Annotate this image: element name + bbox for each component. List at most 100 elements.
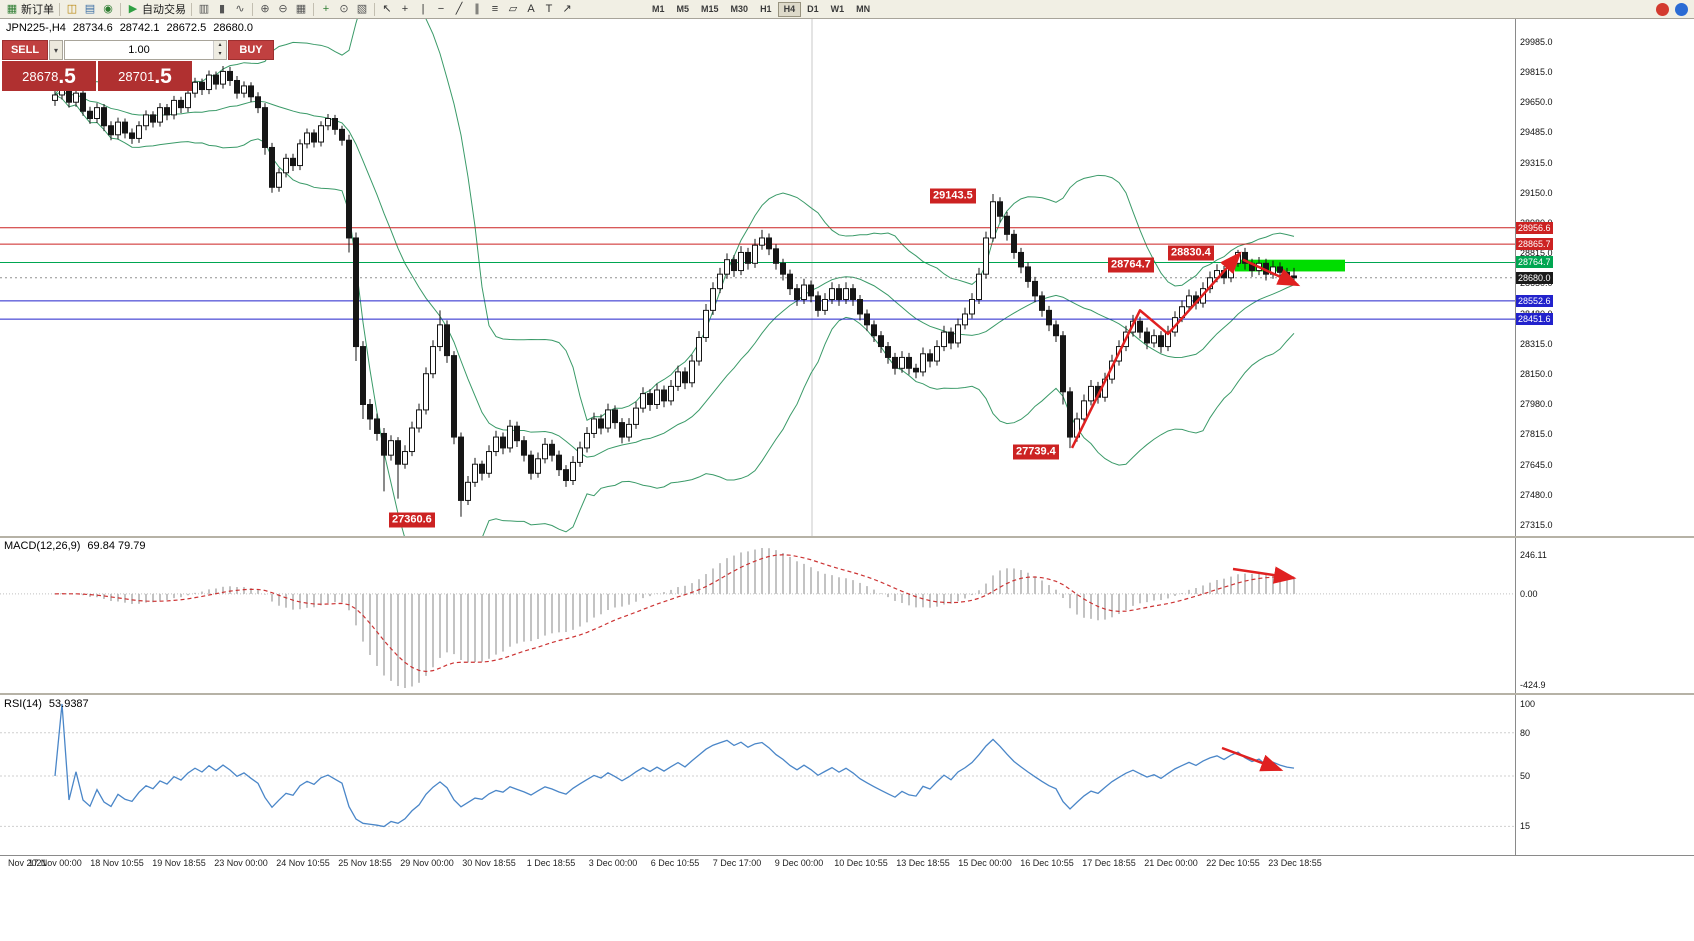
zoom-out-icon[interactable]: ⊖	[274, 1, 292, 18]
line-chart-icon: ∿	[235, 2, 245, 15]
panel-splitter[interactable]	[0, 855, 1694, 856]
volume-down-button[interactable]: ▾	[214, 50, 226, 59]
symbol-title: JPN225-,H4	[6, 22, 66, 34]
sell-button[interactable]: SELL	[2, 40, 48, 60]
navigator-icon: ◉	[103, 2, 113, 15]
macd-axis-zero: 0.00	[1520, 588, 1538, 599]
price-axis-label: 27815.0	[1520, 429, 1553, 440]
toolbar-separator	[59, 2, 60, 16]
buy-price-frac: .5	[154, 64, 172, 88]
price-axis-label: 28150.0	[1520, 368, 1553, 379]
timeframe-button-d1[interactable]: D1	[807, 3, 819, 14]
timeframe-button-mn[interactable]: MN	[856, 3, 871, 14]
sell-price-main: 28678	[22, 68, 59, 84]
trendline-icon: ╱	[455, 2, 463, 15]
time-axis-label: 15 Dec 00:00	[958, 858, 1012, 868]
price-axis-label: 27645.0	[1520, 460, 1553, 471]
bar-chart-icon: ▥	[198, 2, 210, 15]
channel-icon: ∥	[474, 2, 480, 15]
zoom-in-icon: ⊕	[260, 2, 270, 15]
price-annotation-label[interactable]: 27739.4	[1013, 444, 1059, 460]
arrow-tools-icon[interactable]: ↗	[558, 1, 576, 18]
label-icon[interactable]: T	[540, 1, 558, 18]
time-axis-label: 9 Dec 00:00	[774, 858, 824, 868]
trendline-icon[interactable]: ╱	[450, 1, 468, 18]
tile-windows-icon[interactable]: ▦	[292, 1, 310, 18]
rsi-name: RSI(14)	[4, 698, 42, 710]
news-badge-icon[interactable]	[1656, 2, 1669, 16]
order-type-dropdown[interactable]: ▾	[49, 40, 63, 60]
time-axis-label: 1 Dec 18:55	[526, 858, 576, 868]
macd-axis-max: 246.11	[1520, 550, 1547, 560]
sell-price[interactable]: 28678 .5	[2, 61, 96, 91]
auto-trading-button[interactable]: ▶ 自动交易	[124, 1, 188, 18]
price-annotation-label[interactable]: 28764.7	[1108, 257, 1154, 273]
navigator-icon[interactable]: ◉	[99, 1, 117, 18]
price-axis-label: 29815.0	[1520, 67, 1553, 78]
macd-axis-min: -424.9	[1520, 680, 1546, 690]
templates-icon[interactable]: ▧	[353, 1, 371, 18]
timeframe-button-h4[interactable]: H4	[777, 1, 802, 17]
toolbar-separator	[374, 2, 375, 16]
panel-splitter[interactable]	[0, 536, 1694, 538]
charts-icon[interactable]: ◫	[63, 1, 81, 18]
volume-input[interactable]	[65, 41, 213, 59]
fibonacci-icon: ≡	[491, 2, 499, 15]
rsi-axis-label: 100	[1520, 699, 1536, 709]
toolbar: ▦ 新订单 ◫ ▤ ◉ ▶ 自动交易 ▥ ▮ ∿ ⊕ ⊖ ▦ + ⊙ ▧ ↖ + | − ╱ ∥ ≡ ▱ A T ↗ M1 M5 M15 M…	[0, 0, 1694, 19]
timeframe-button-w1[interactable]: W1	[830, 3, 845, 14]
price-axis-label: 29485.0	[1520, 127, 1553, 138]
time-axis-label: 23 Nov 00:00	[214, 858, 268, 868]
time-axis-label: 18 Nov 10:55	[90, 858, 144, 868]
buy-price[interactable]: 28701 .5	[98, 61, 192, 91]
chevron-down-icon: ▾	[53, 45, 58, 55]
chart-canvas[interactable]	[0, 0, 1694, 860]
fibonacci-icon[interactable]: ≡	[486, 1, 504, 18]
price-axis-label: 27980.0	[1520, 399, 1553, 410]
price-annotation-label[interactable]: 28830.4	[1168, 245, 1214, 261]
channel-icon[interactable]: ∥	[468, 1, 486, 18]
price-axis-label: 27480.0	[1520, 489, 1553, 500]
panel-splitter[interactable]	[0, 693, 1694, 695]
price-annotation-label[interactable]: 27360.6	[389, 512, 435, 528]
community-badge-icon[interactable]	[1675, 2, 1688, 16]
buy-button[interactable]: BUY	[228, 40, 274, 60]
time-axis-label: 17 Nov 00:00	[28, 858, 82, 868]
candlestick-chart-icon[interactable]: ▮	[213, 1, 231, 18]
new-order-button[interactable]: ▦ 新订单	[3, 1, 56, 18]
zoom-in-icon[interactable]: ⊕	[256, 1, 274, 18]
shapes-icon: ▱	[508, 2, 518, 15]
macd-indicator-header: MACD(12,26,9) 69.84 79.79	[4, 540, 146, 552]
time-axis-label: 22 Dec 10:55	[1206, 858, 1260, 868]
text-icon[interactable]: A	[522, 1, 540, 18]
timeframe-button-m15[interactable]: M15	[701, 3, 719, 14]
price-axis-tag: 28451.6	[1516, 313, 1553, 326]
timeframe-button-m30[interactable]: M30	[730, 3, 749, 14]
horizontal-line-icon[interactable]: −	[432, 1, 450, 18]
market-watch-icon[interactable]: ▤	[81, 1, 99, 18]
rsi-axis-label: 50	[1520, 771, 1531, 781]
volume-up-button[interactable]: ▴	[214, 41, 226, 50]
toolbar-separator	[252, 2, 253, 16]
line-chart-icon[interactable]: ∿	[231, 1, 249, 18]
tile-windows-icon: ▦	[295, 2, 307, 15]
time-axis-label: 16 Dec 10:55	[1020, 858, 1074, 868]
templates-icon: ▧	[356, 2, 368, 15]
timeframe-button-m5[interactable]: M5	[676, 3, 690, 14]
vertical-line-icon[interactable]: |	[414, 1, 432, 18]
crosshair-icon[interactable]: +	[396, 1, 414, 18]
periods-icon[interactable]: ⊙	[335, 1, 353, 18]
price-axis-label: 28815.0	[1520, 248, 1553, 259]
cursor-icon[interactable]: ↖	[378, 1, 396, 18]
auto-trading-button-icon: ▶	[128, 2, 138, 15]
indicators-icon: +	[322, 2, 330, 15]
rsi-axis-label: 15	[1520, 821, 1531, 832]
bar-chart-icon[interactable]: ▥	[195, 1, 213, 18]
timeframe-button-m1[interactable]: M1	[652, 3, 665, 14]
ohlc-open: 28734.6	[72, 22, 113, 34]
shapes-icon[interactable]: ▱	[504, 1, 522, 18]
indicators-icon[interactable]: +	[317, 1, 335, 18]
ohlc-close: 28680.0	[213, 22, 253, 34]
price-annotation-label[interactable]: 29143.5	[930, 188, 976, 204]
timeframe-button-h1[interactable]: H1	[760, 3, 772, 14]
